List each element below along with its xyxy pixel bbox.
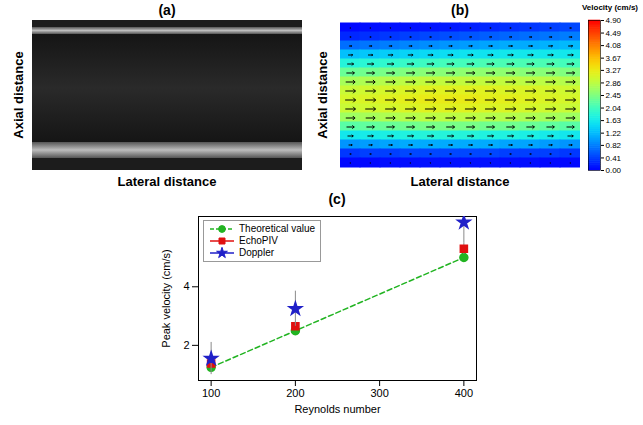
svg-text:0.82: 0.82 xyxy=(606,141,622,150)
svg-text:2.45: 2.45 xyxy=(606,91,622,100)
html-text:Axial distance: Axial distance xyxy=(314,51,330,139)
svg-text:1.63: 1.63 xyxy=(606,116,622,125)
svg-text:400: 400 xyxy=(455,387,473,399)
html-text:Lateral distance: Lateral distance xyxy=(117,173,217,189)
svg-text:4: 4 xyxy=(183,280,189,292)
svg-text:4.90: 4.90 xyxy=(606,16,622,25)
html-text:Velocity (cm/s): Velocity (cm/s) xyxy=(582,3,638,12)
svg-text:0.00: 0.00 xyxy=(606,166,622,175)
svg-text:4.08: 4.08 xyxy=(606,41,622,50)
svg-text:2.04: 2.04 xyxy=(606,104,622,113)
html-text:Doppler: Doppler xyxy=(239,247,274,258)
html-text:(c): (c) xyxy=(328,191,346,207)
svg-text:2.86: 2.86 xyxy=(606,79,622,88)
svg-text:3.67: 3.67 xyxy=(606,54,622,63)
svg-text:100: 100 xyxy=(202,387,220,399)
html-text:Lateral distance: Lateral distance xyxy=(410,173,510,189)
svg-text:Peak velocity (cm/s): Peak velocity (cm/s) xyxy=(160,249,172,347)
html-text:Theoretical value: Theoretical value xyxy=(239,223,316,234)
svg-text:3.27: 3.27 xyxy=(606,66,622,75)
html-text:(b): (b) xyxy=(451,2,469,18)
svg-text:200: 200 xyxy=(286,387,304,399)
html-text:(a): (a) xyxy=(158,2,176,18)
html-text:EchoPIV: EchoPIV xyxy=(239,235,278,246)
svg-text:0.41: 0.41 xyxy=(606,154,622,163)
svg-text:1.22: 1.22 xyxy=(606,129,622,138)
svg-text:4.49: 4.49 xyxy=(606,29,622,38)
svg-text:2: 2 xyxy=(183,339,189,351)
svg-text:300: 300 xyxy=(370,387,388,399)
svg-text:Reynolds number: Reynolds number xyxy=(294,403,381,415)
html-text:Axial distance: Axial distance xyxy=(10,51,26,139)
